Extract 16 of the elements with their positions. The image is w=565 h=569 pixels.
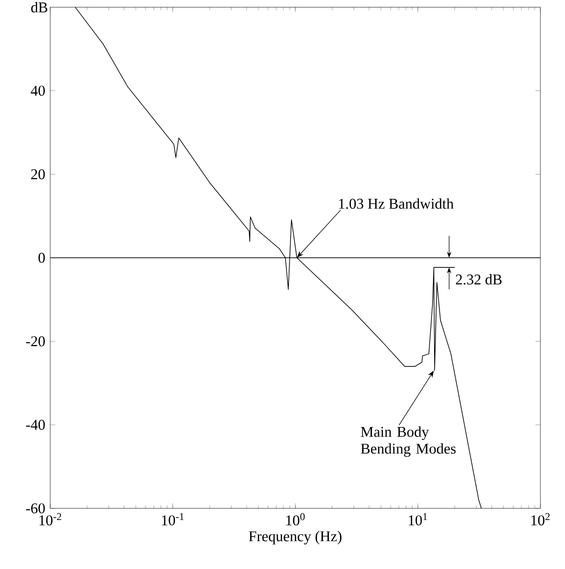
y-tick-label: -60 (26, 503, 45, 514)
y-tick-label: 20 (31, 169, 45, 180)
annotation: 1.03 Hz Bandwidth (339, 198, 454, 209)
x-tick-label: 10$^{-1}$ (162, 513, 184, 526)
annotation: 2.32 dB (456, 274, 502, 285)
y-tick-label: -40 (26, 420, 45, 430)
x-tick-label: 10$^{0}$ (286, 513, 305, 526)
y-tick-label: -20 (26, 336, 45, 346)
x-tick-label: 10$^{-2}$ (39, 513, 62, 526)
y-tick-label: 0 (38, 252, 45, 263)
y-axis-title: dB (31, 2, 48, 12)
x-tick-label: 10$^{1}$ (408, 513, 427, 526)
y-tick-label: 40 (30, 86, 45, 96)
x-axis-title: Frequency (Hz) (248, 530, 342, 544)
annotation: Main Body Bending Modes (360, 426, 456, 457)
x-tick-label: 10$^{2}$ (531, 513, 550, 526)
